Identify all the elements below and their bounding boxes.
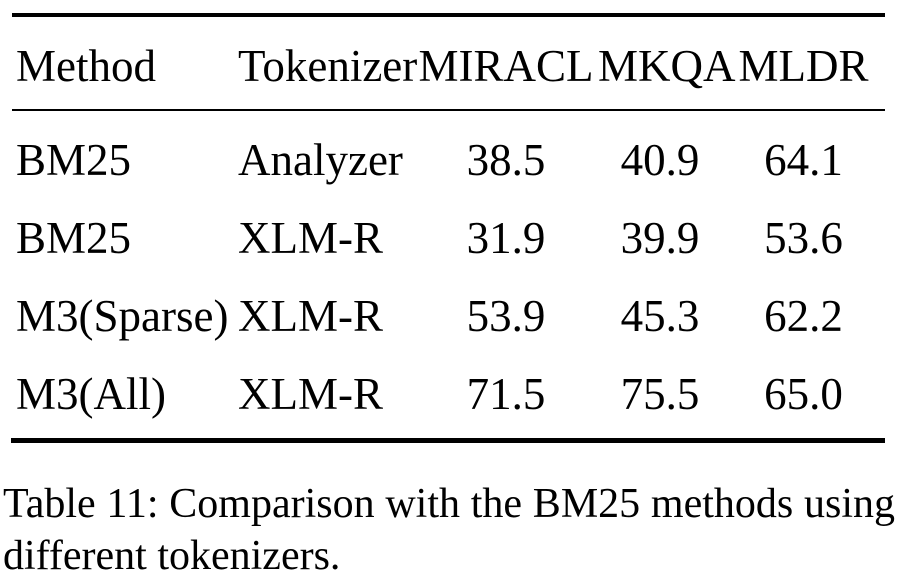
column-header-mldr: MLDR [738, 41, 869, 91]
cell-tokenizer: XLM-R [238, 213, 383, 263]
cell-mldr: 64.1 [764, 135, 843, 185]
cell-method: BM25 [16, 213, 132, 263]
column-header-miracl: MIRACL [418, 41, 594, 91]
cell-mkqa: 75.5 [620, 369, 700, 419]
caption-line-2: different tokenizers. [3, 533, 341, 579]
table-header-row: Method Tokenizer MIRACL MKQA MLDR [12, 43, 885, 89]
table-bottom-rule [11, 438, 885, 443]
cell-method: M3(All) [16, 369, 166, 419]
table-row: M3(All) XLM-R 71.5 75.5 65.0 [12, 371, 885, 417]
table-row: BM25 Analyzer 38.5 40.9 64.1 [12, 137, 885, 183]
cell-mldr: 65.0 [764, 369, 843, 419]
cell-tokenizer: Analyzer [238, 135, 403, 185]
cell-miracl: 38.5 [466, 135, 546, 185]
caption-line-1: Table 11: Comparison with the BM25 metho… [3, 481, 895, 527]
cell-miracl: 53.9 [466, 291, 546, 341]
column-header-tokenizer: Tokenizer [238, 41, 418, 91]
cell-tokenizer: XLM-R [238, 369, 383, 419]
cell-miracl: 71.5 [466, 369, 546, 419]
cell-mkqa: 45.3 [620, 291, 700, 341]
table-caption: Table 11: Comparison with the BM25 metho… [3, 478, 895, 582]
cell-miracl: 31.9 [466, 213, 546, 263]
table-row: BM25 XLM-R 31.9 39.9 53.6 [12, 215, 885, 261]
column-header-mkqa: MKQA [598, 41, 736, 91]
table-row: M3(Sparse) XLM-R 53.9 45.3 62.2 [12, 293, 885, 339]
table-top-rule [12, 13, 885, 17]
cell-method: M3(Sparse) [16, 291, 229, 341]
cell-mkqa: 39.9 [620, 213, 700, 263]
table-header-rule [12, 109, 885, 111]
cell-mldr: 62.2 [764, 291, 843, 341]
cell-mldr: 53.6 [764, 213, 843, 263]
column-header-method: Method [16, 41, 156, 91]
cell-mkqa: 40.9 [620, 135, 700, 185]
cell-tokenizer: XLM-R [238, 291, 383, 341]
cell-method: BM25 [16, 135, 132, 185]
